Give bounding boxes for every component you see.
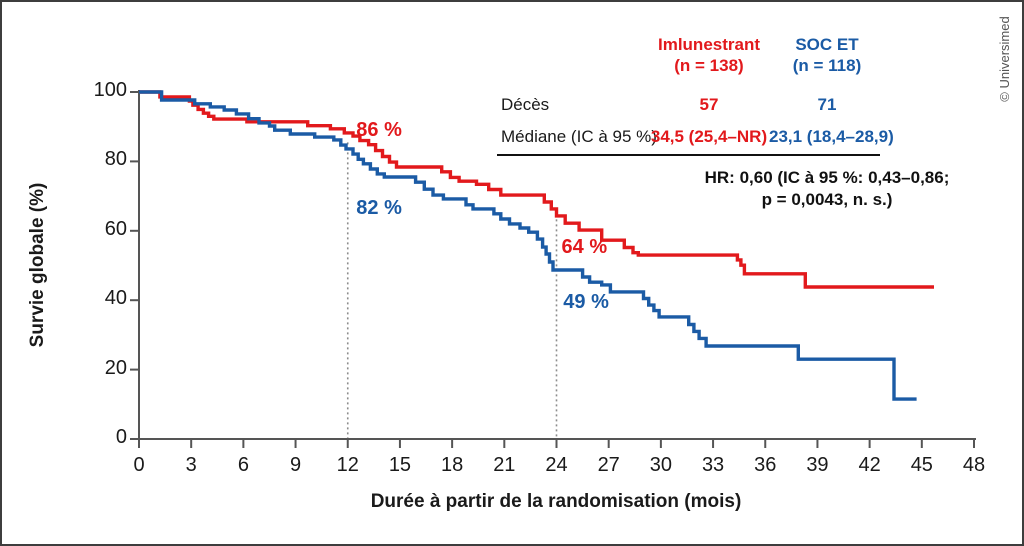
x-tick-label: 27 — [597, 454, 620, 476]
x-tick-label: 3 — [185, 454, 197, 476]
hazard-ratio-line2: p = 0,0043, n. s.) — [761, 189, 893, 209]
x-tick-label: 39 — [806, 454, 829, 476]
km-annotation: 64 % — [561, 236, 608, 259]
table-header-spacer — [501, 55, 649, 76]
deaths-value-soc-et: 71 — [817, 95, 837, 114]
x-tick-label: 15 — [388, 454, 412, 476]
deaths-value-imlunestrant: 57 — [699, 95, 719, 114]
x-tick-label: 48 — [962, 454, 986, 476]
x-tick-label: 45 — [910, 454, 933, 476]
table-row-label-median: Médiane (IC à 95 %) — [501, 127, 657, 146]
hazard-ratio-note: HR: 0,60 (IC à 95 %: 0,43–0,86; p = 0,00… — [666, 167, 988, 210]
median-value-soc-et: 23,1 (18,4–28,9) — [769, 127, 894, 146]
km-annotation: 86 % — [356, 119, 402, 142]
hazard-ratio-line1: HR: 0,60 (IC à 95 %: 0,43–0,86; — [704, 168, 950, 187]
x-tick-label: 6 — [237, 454, 249, 476]
km-annotation: 82 % — [356, 197, 402, 220]
km-curve-soc-et — [139, 90, 917, 401]
table-col-header-imlunestrant: Imlunestrant — [657, 35, 761, 54]
y-tick-label: 0 — [115, 426, 127, 448]
y-tick-label: 100 — [93, 79, 127, 101]
x-tick-label: 42 — [858, 454, 881, 476]
x-tick-label: 24 — [545, 454, 568, 476]
table-col-n-imlunestrant: (n = 138) — [674, 56, 744, 75]
median-value-imlunestrant: 34,5 (25,4–NR) — [650, 127, 768, 146]
copyright-text: © Universimed — [997, 16, 1012, 102]
table-col-n-soc-et: (n = 118) — [792, 56, 862, 75]
x-tick-label: 21 — [493, 454, 516, 476]
x-tick-label: 18 — [441, 454, 464, 476]
x-tick-label: 12 — [336, 454, 359, 476]
x-tick-label: 0 — [133, 454, 145, 476]
x-axis-title: Durée à partir de la randomisation (mois… — [370, 491, 742, 512]
table-col-header-soc-et: SOC ET — [795, 35, 859, 54]
km-annotation: 49 % — [563, 290, 609, 313]
table-header-spacer — [501, 34, 649, 55]
x-tick-label: 9 — [290, 454, 302, 476]
y-tick-label: 40 — [104, 287, 127, 310]
y-tick-label: 80 — [104, 148, 127, 171]
y-tick-label: 60 — [104, 217, 127, 240]
y-tick-label: 20 — [104, 356, 127, 379]
km-curve-imlunestrant — [139, 90, 934, 289]
x-tick-label: 36 — [754, 454, 777, 476]
x-tick-label: 33 — [701, 454, 725, 476]
table-underline — [497, 154, 880, 156]
x-tick-label: 30 — [649, 454, 672, 476]
table-row-label-deaths: Décès — [501, 95, 550, 114]
y-axis-title: Survie globale (%) — [27, 182, 48, 348]
